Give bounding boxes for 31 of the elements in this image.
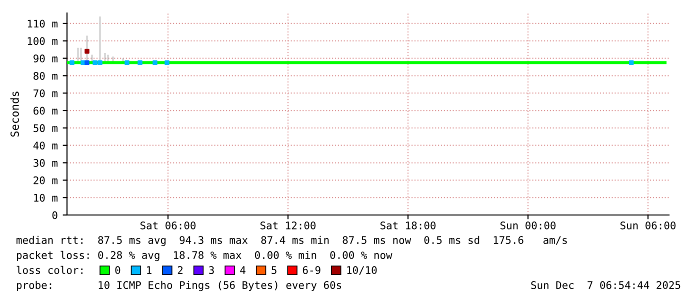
y-tick-label: 100 m bbox=[28, 37, 58, 45]
x-tick-label: Sat 12:00 bbox=[260, 221, 316, 230]
x-tick-label: Sun 06:00 bbox=[620, 221, 676, 230]
y-tick-label: 80 m bbox=[34, 72, 58, 80]
x-tick-label: Sat 06:00 bbox=[140, 221, 196, 230]
y-tick-label: 60 m bbox=[34, 106, 58, 115]
legend-label: 4 bbox=[240, 266, 246, 274]
y-tick-label: 70 m bbox=[34, 89, 58, 98]
x-tick-label: Sun 00:00 bbox=[500, 221, 556, 230]
y-tick-label: 40 m bbox=[33, 142, 58, 150]
legend-label: 6-9 bbox=[302, 266, 320, 274]
legend-title: loss color: bbox=[16, 266, 82, 274]
text: probe: 10 ICMP Echo Pings (56 Bytes) every 60s bbox=[16, 280, 342, 292]
y-tick-label: 0 bbox=[52, 211, 58, 220]
legend-label: 5 bbox=[272, 266, 276, 274]
legend-label: 2 bbox=[178, 266, 183, 274]
y-tick-label: 90 m bbox=[34, 54, 58, 62]
y-tick-label: 20 m bbox=[34, 176, 58, 184]
x-tick-label: Sat 18:00 bbox=[380, 221, 436, 230]
legend-label: 1 bbox=[147, 266, 152, 274]
y-tick-label: 110 m bbox=[28, 20, 58, 28]
y-axis-title: Seconds bbox=[10, 92, 19, 137]
text: median rtt: 87.5 ms avg 94.3 ms max 87.4 ms min 87.5 ms now 0.5 ms sd 175.6 am/s bbox=[16, 236, 567, 246]
text: packet loss: 0.28 % avg 18.78 % max 0.00 % min 0.00 % now bbox=[16, 250, 392, 262]
y-tick-label: 50 m bbox=[34, 124, 58, 132]
y-tick-label: 30 m bbox=[34, 159, 58, 167]
legend-label: 3 bbox=[209, 266, 214, 274]
text: Sun Dec 7 06:54:44 2025 bbox=[531, 281, 680, 290]
legend-label: 0 bbox=[115, 266, 120, 274]
y-tick-label: 10 m bbox=[34, 194, 58, 202]
legend-label: 10/10 bbox=[347, 266, 377, 275]
